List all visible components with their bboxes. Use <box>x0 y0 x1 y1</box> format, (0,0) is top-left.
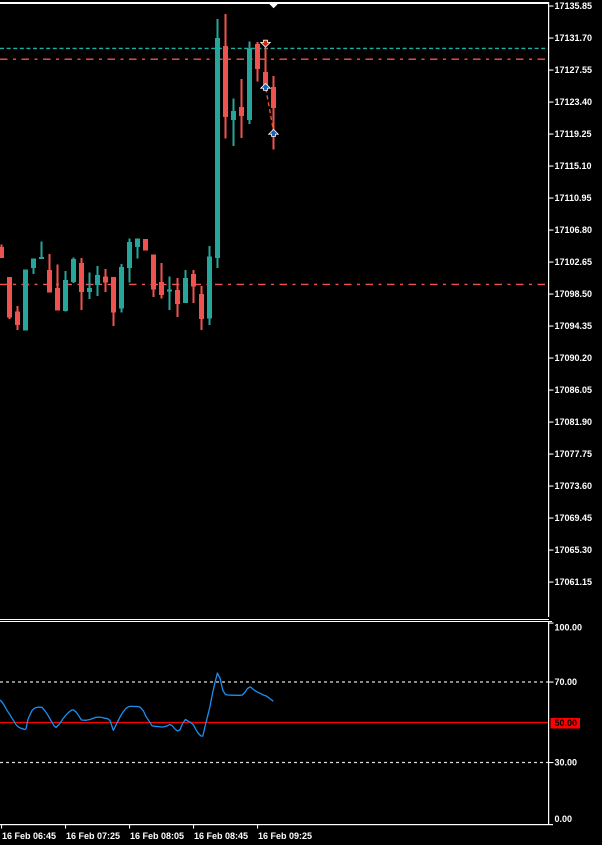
svg-text:17077.75: 17077.75 <box>555 449 593 459</box>
svg-text:17098.50: 17098.50 <box>555 289 593 299</box>
svg-text:17131.70: 17131.70 <box>555 33 593 43</box>
svg-text:17115.10: 17115.10 <box>555 161 592 171</box>
svg-text:50.00: 50.00 <box>555 718 578 728</box>
svg-text:16 Feb 08:45: 16 Feb 08:45 <box>194 831 248 841</box>
svg-text:17090.20: 17090.20 <box>555 353 593 363</box>
svg-text:16 Feb 09:25: 16 Feb 09:25 <box>258 831 312 841</box>
svg-text:70.00: 70.00 <box>555 677 578 687</box>
svg-text:17119.25: 17119.25 <box>555 129 592 139</box>
svg-text:16 Feb 06:45: 16 Feb 06:45 <box>2 831 56 841</box>
svg-text:17081.90: 17081.90 <box>555 417 593 427</box>
svg-text:16 Feb 08:05: 16 Feb 08:05 <box>130 831 184 841</box>
svg-text:16 Feb 07:25: 16 Feb 07:25 <box>66 831 120 841</box>
svg-text:17123.40: 17123.40 <box>555 97 593 107</box>
svg-text:17110.95: 17110.95 <box>555 193 592 203</box>
svg-text:17086.05: 17086.05 <box>555 385 593 395</box>
svg-text:100.00: 100.00 <box>555 623 583 633</box>
svg-text:17135.85: 17135.85 <box>555 1 593 11</box>
svg-text:17069.45: 17069.45 <box>555 513 593 523</box>
svg-text:17102.65: 17102.65 <box>555 257 593 267</box>
svg-text:17073.60: 17073.60 <box>555 481 593 491</box>
svg-text:17065.30: 17065.30 <box>555 545 593 555</box>
svg-text:0.00: 0.00 <box>555 814 573 824</box>
svg-text:17106.80: 17106.80 <box>555 225 593 235</box>
svg-text:17094.35: 17094.35 <box>555 321 593 331</box>
svg-text:17061.15: 17061.15 <box>555 577 593 587</box>
svg-text:17127.55: 17127.55 <box>555 65 593 75</box>
svg-text:30.00: 30.00 <box>555 758 578 768</box>
